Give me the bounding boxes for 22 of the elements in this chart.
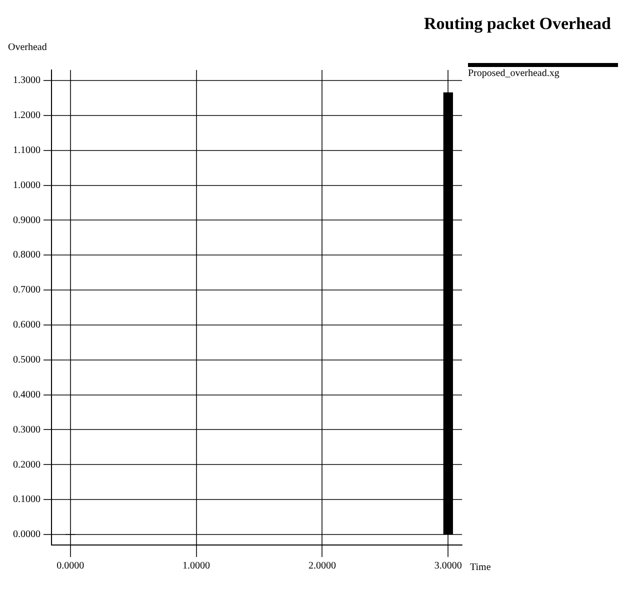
x-tick-label: 3.0000 xyxy=(434,560,462,572)
y-tick-label: 1.1000 xyxy=(13,144,40,156)
y-tick-label: 0.8000 xyxy=(13,250,40,261)
y-tick-label: 0.3000 xyxy=(13,424,40,436)
text: Proposed_overhead.xg xyxy=(468,68,560,79)
y-tick-label: 0.4000 xyxy=(13,389,40,400)
y-tick-label: 0.0000 xyxy=(13,529,40,540)
y-tick-label: 0.1000 xyxy=(13,494,40,506)
y-tick-label: 0.7000 xyxy=(13,284,40,296)
text: Routing packet Overhead xyxy=(424,14,611,34)
x-axis-title: Time xyxy=(470,562,491,573)
x-tick-label: 2.0000 xyxy=(308,560,336,572)
x-tick-label: 1.0000 xyxy=(182,560,210,572)
y-tick-label: 1.0000 xyxy=(13,180,40,191)
y-tick-label: 1.2000 xyxy=(13,110,40,122)
y-tick-label: 1.3000 xyxy=(13,75,40,86)
y-axis-title: Overhead xyxy=(8,42,47,53)
y-tick-label: 0.9000 xyxy=(13,214,40,226)
y-tick-label: 0.2000 xyxy=(13,459,40,470)
y-tick-label: 0.6000 xyxy=(13,320,40,331)
x-tick-label: 0.0000 xyxy=(56,560,84,572)
y-tick-label: 0.5000 xyxy=(13,354,40,366)
